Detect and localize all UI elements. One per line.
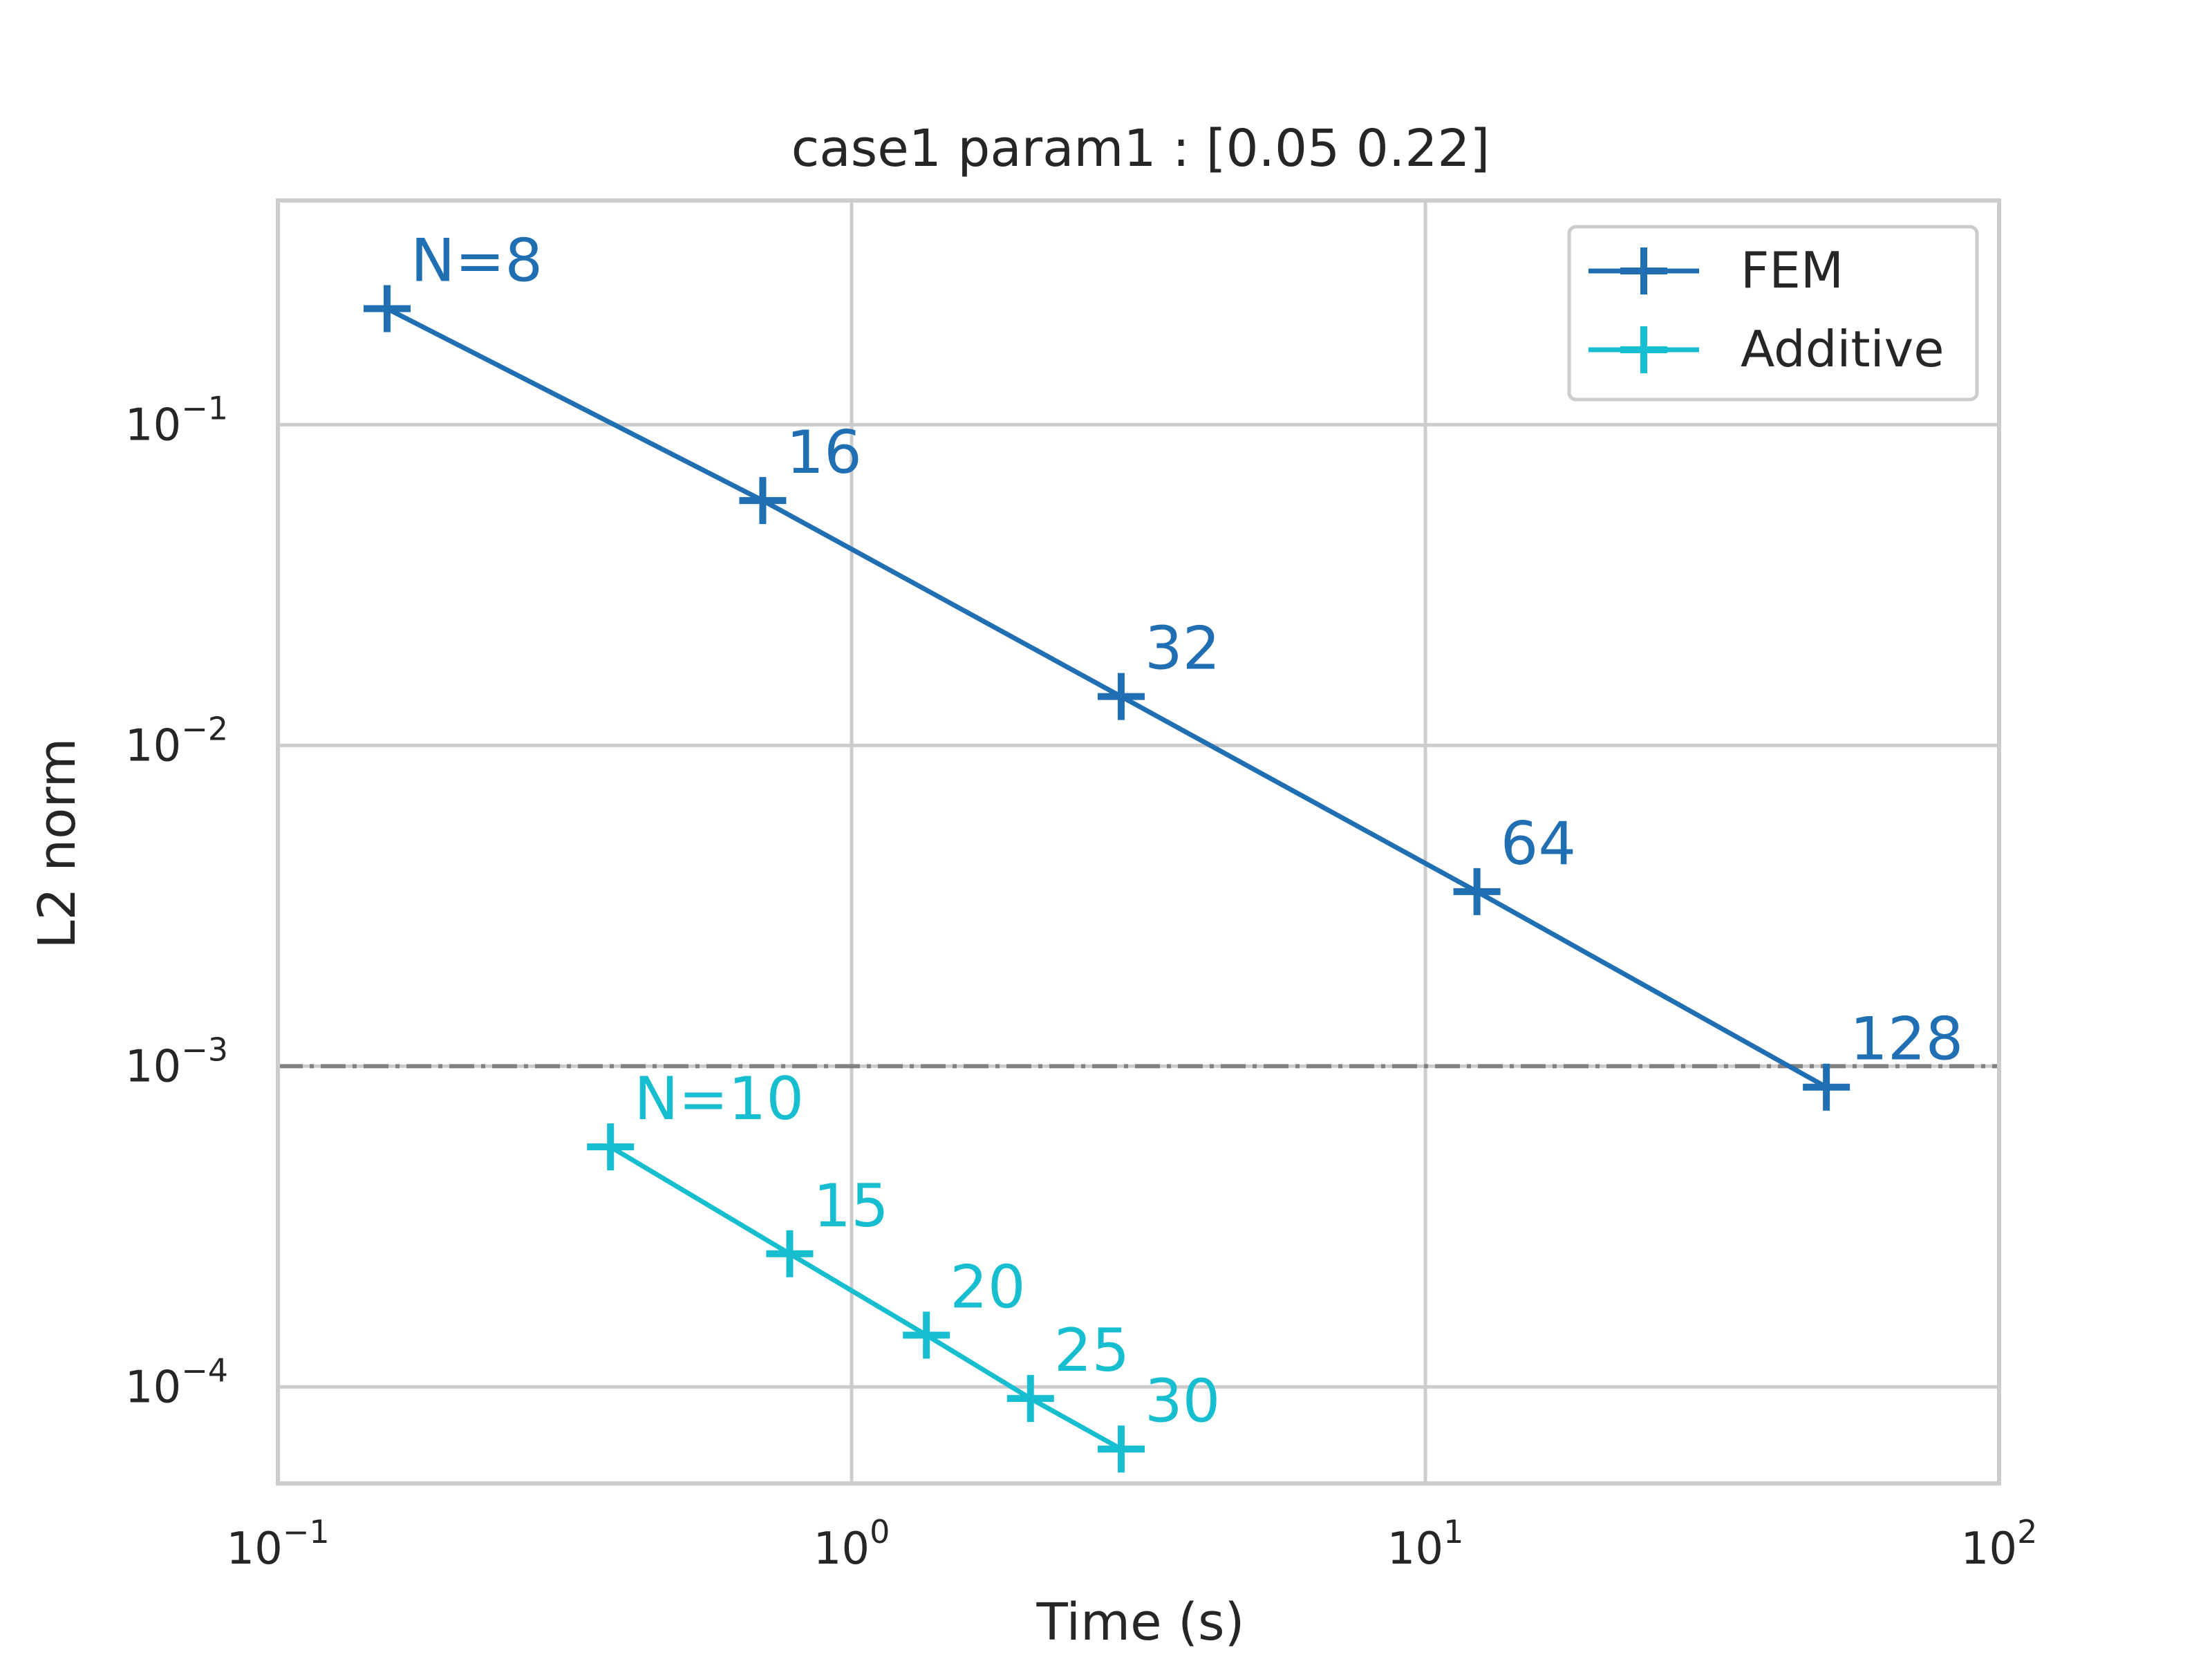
data-point-marker — [739, 477, 787, 525]
data-point-marker — [1097, 673, 1145, 720]
x-tick-label: 101 — [1387, 1513, 1464, 1575]
y-axis-label: L2 norm — [28, 738, 87, 948]
data-point-label: 64 — [1501, 809, 1576, 879]
legend-item-additive: Additive — [1588, 320, 1944, 378]
data-point-label: 25 — [1054, 1316, 1130, 1385]
y-tick-label: 10−4 — [125, 1351, 228, 1413]
y-tick-label: 10−3 — [125, 1031, 228, 1092]
y-tick-label: 10−2 — [125, 710, 228, 771]
data-point-marker — [587, 1123, 635, 1171]
data-point-label: N=10 — [634, 1065, 804, 1134]
tick-labels: 10−1 100 101 102 10−1 10−2 10−3 10−4 — [125, 389, 2038, 1575]
data-point-label: 32 — [1145, 615, 1220, 684]
legend-label: Additive — [1741, 320, 1944, 378]
data-point-marker — [1097, 1425, 1145, 1473]
data-point-label: 128 — [1850, 1005, 1963, 1074]
data-point-label: N=8 — [411, 226, 543, 295]
series-fem: N=8 16 32 64 128 — [363, 226, 1963, 1111]
data-point-marker — [363, 285, 411, 332]
x-tick-label: 10−1 — [226, 1513, 329, 1575]
data-point-marker — [766, 1230, 814, 1277]
data-point-label: 20 — [950, 1253, 1025, 1322]
legend-label: FEM — [1741, 241, 1844, 299]
data-point-marker — [1803, 1063, 1850, 1111]
data-point-marker — [1453, 868, 1501, 915]
plot-frame — [276, 198, 2001, 1485]
legend: FEM Additive — [1567, 225, 1979, 402]
x-tick-label: 102 — [1961, 1513, 2038, 1575]
x-tick-label: 100 — [814, 1513, 890, 1575]
data-point-label: 16 — [786, 418, 861, 487]
data-point-label: 30 — [1145, 1367, 1220, 1436]
x-axis-label: Time (s) — [1036, 1593, 1245, 1652]
data-point-label: 15 — [813, 1172, 888, 1241]
data-point-marker — [1006, 1375, 1054, 1423]
legend-item-fem: FEM — [1588, 241, 1844, 299]
y-tick-label: 10−1 — [125, 389, 228, 451]
chart-title: case1 param1 : [0.05 0.22] — [791, 119, 1490, 178]
data-point-marker — [903, 1311, 950, 1359]
